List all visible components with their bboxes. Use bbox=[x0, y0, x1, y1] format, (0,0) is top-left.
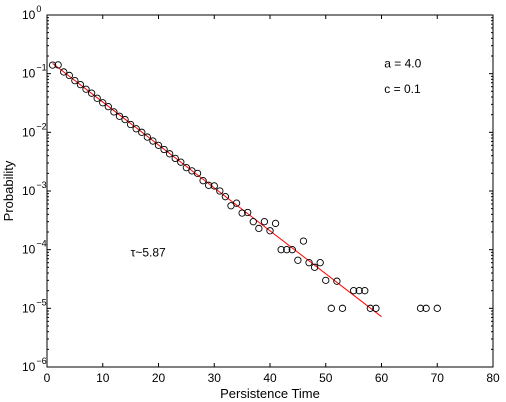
data-point bbox=[171, 154, 179, 163]
data-point bbox=[338, 304, 347, 312]
data-point bbox=[255, 224, 263, 233]
data-point bbox=[433, 304, 441, 312]
data-point bbox=[244, 208, 252, 217]
data-point bbox=[104, 103, 112, 111]
data-point bbox=[283, 246, 291, 254]
y-tick-exponent: −5 bbox=[36, 297, 46, 307]
y-tick-exponent: −2 bbox=[36, 121, 46, 131]
annotations: a = 4.0 c = 0.1 τ~5.87 bbox=[131, 56, 422, 259]
x-axis-label: Persistence Time bbox=[220, 386, 320, 401]
data-point bbox=[65, 71, 73, 80]
data-point bbox=[366, 304, 374, 312]
y-tick-label: 10−3 bbox=[22, 180, 47, 198]
data-point bbox=[182, 164, 191, 172]
data-point bbox=[205, 181, 213, 189]
data-point bbox=[82, 85, 90, 93]
data-point bbox=[266, 227, 274, 235]
x-tick-label: 20 bbox=[152, 371, 166, 385]
x-tick-label: 80 bbox=[486, 371, 500, 385]
data-point bbox=[199, 177, 207, 185]
data-point bbox=[71, 76, 79, 85]
data-point bbox=[422, 304, 430, 312]
data-point bbox=[110, 108, 118, 116]
data-point bbox=[221, 193, 230, 201]
y-tick-label: 10−4 bbox=[22, 239, 47, 257]
data-point bbox=[277, 246, 285, 254]
data-point bbox=[333, 277, 341, 285]
data-point bbox=[165, 150, 174, 158]
data-point bbox=[154, 141, 163, 149]
y-axis-label: Probability bbox=[1, 160, 16, 221]
data-point bbox=[322, 276, 330, 284]
y-tick-label: 100 bbox=[22, 4, 41, 22]
data-point bbox=[305, 259, 313, 267]
data-point bbox=[249, 218, 257, 226]
y-tick-label: 10−2 bbox=[22, 121, 47, 139]
data-point bbox=[177, 158, 185, 166]
data-point bbox=[126, 120, 135, 129]
data-point bbox=[216, 187, 224, 195]
data-point bbox=[299, 237, 308, 245]
data-point bbox=[193, 169, 202, 177]
data-point bbox=[54, 61, 62, 69]
data-point bbox=[232, 199, 241, 207]
x-tick-label: 10 bbox=[96, 371, 110, 385]
x-tick-label: 40 bbox=[263, 371, 277, 385]
data-point bbox=[327, 304, 335, 312]
x-tick-label: 60 bbox=[375, 371, 389, 385]
data-point bbox=[93, 94, 101, 102]
data-point bbox=[238, 209, 246, 217]
data-point bbox=[361, 287, 369, 295]
y-tick-exponent: −1 bbox=[36, 63, 46, 73]
data-point bbox=[260, 218, 269, 226]
data-point bbox=[76, 80, 85, 89]
annotation-text: c = 0.1 bbox=[384, 82, 421, 96]
data-points bbox=[48, 61, 441, 312]
y-tick-exponent: −6 bbox=[36, 356, 46, 366]
data-point bbox=[138, 128, 146, 136]
x-tick-label: 70 bbox=[431, 371, 445, 385]
y-tick-label: 10−5 bbox=[22, 297, 47, 315]
data-point bbox=[310, 263, 319, 271]
y-tick-exponent: −4 bbox=[36, 239, 46, 249]
data-point bbox=[160, 145, 168, 154]
data-point bbox=[288, 246, 296, 254]
data-point bbox=[416, 304, 425, 312]
data-point bbox=[349, 287, 358, 295]
x-tick-label: 0 bbox=[44, 371, 51, 385]
data-point bbox=[121, 115, 129, 124]
data-point bbox=[143, 133, 152, 141]
y-tick-exponent: −3 bbox=[36, 180, 46, 190]
y-tick-label: 10−1 bbox=[22, 63, 47, 81]
data-point bbox=[372, 304, 380, 312]
data-point bbox=[48, 61, 57, 69]
x-tick-label: 30 bbox=[208, 371, 222, 385]
data-point bbox=[210, 182, 218, 190]
data-point bbox=[60, 68, 68, 76]
x-tick-label: 50 bbox=[319, 371, 333, 385]
y-tick-exponent: 0 bbox=[36, 4, 41, 14]
annotation-text: τ~5.87 bbox=[131, 245, 166, 259]
data-point bbox=[99, 99, 107, 107]
plot-frame bbox=[46, 14, 494, 368]
data-point bbox=[316, 259, 324, 267]
data-point bbox=[132, 125, 140, 133]
data-point bbox=[87, 89, 96, 97]
annotation-text: a = 4.0 bbox=[384, 56, 421, 70]
data-point bbox=[294, 256, 302, 264]
data-point bbox=[355, 287, 363, 295]
data-point bbox=[115, 112, 124, 120]
x-axis-ticks: 0 10 20 30 40 50 60 70 80 bbox=[44, 15, 500, 385]
data-point bbox=[271, 219, 280, 228]
data-point bbox=[149, 137, 157, 145]
